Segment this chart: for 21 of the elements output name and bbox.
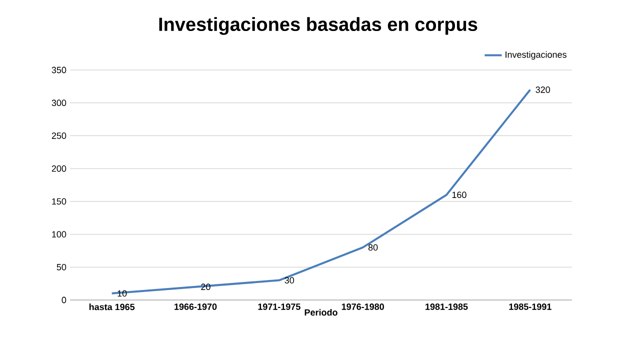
y-tick-label: 200 <box>52 165 66 172</box>
x-tick-label: hasta 1965 <box>89 304 135 310</box>
y-tick-label: 0 <box>62 296 66 304</box>
data-label: 320 <box>536 86 550 93</box>
y-tick-label: 350 <box>52 66 66 74</box>
y-tick-label: 100 <box>52 231 66 238</box>
x-axis-title: Periodo <box>304 309 338 316</box>
y-tick-label: 150 <box>52 198 66 205</box>
x-tick-label: 1966-1970 <box>174 304 217 310</box>
data-label: 160 <box>452 192 466 198</box>
x-tick-label: 1976-1980 <box>342 304 384 310</box>
data-label: 30 <box>284 277 294 284</box>
x-tick-label: 1981-1985 <box>426 304 468 310</box>
y-tick-label: 300 <box>52 100 66 106</box>
x-tick-label: 1971-1975 <box>258 304 300 310</box>
x-tick-label: 1985-1991 <box>509 304 552 310</box>
chart-title: Investigaciones basadas en corpus <box>159 17 478 35</box>
legend-label: Investigaciones <box>506 51 566 60</box>
y-tick-label: 250 <box>52 132 66 139</box>
y-tick-label: 50 <box>56 264 66 270</box>
data-label: 80 <box>368 244 378 251</box>
